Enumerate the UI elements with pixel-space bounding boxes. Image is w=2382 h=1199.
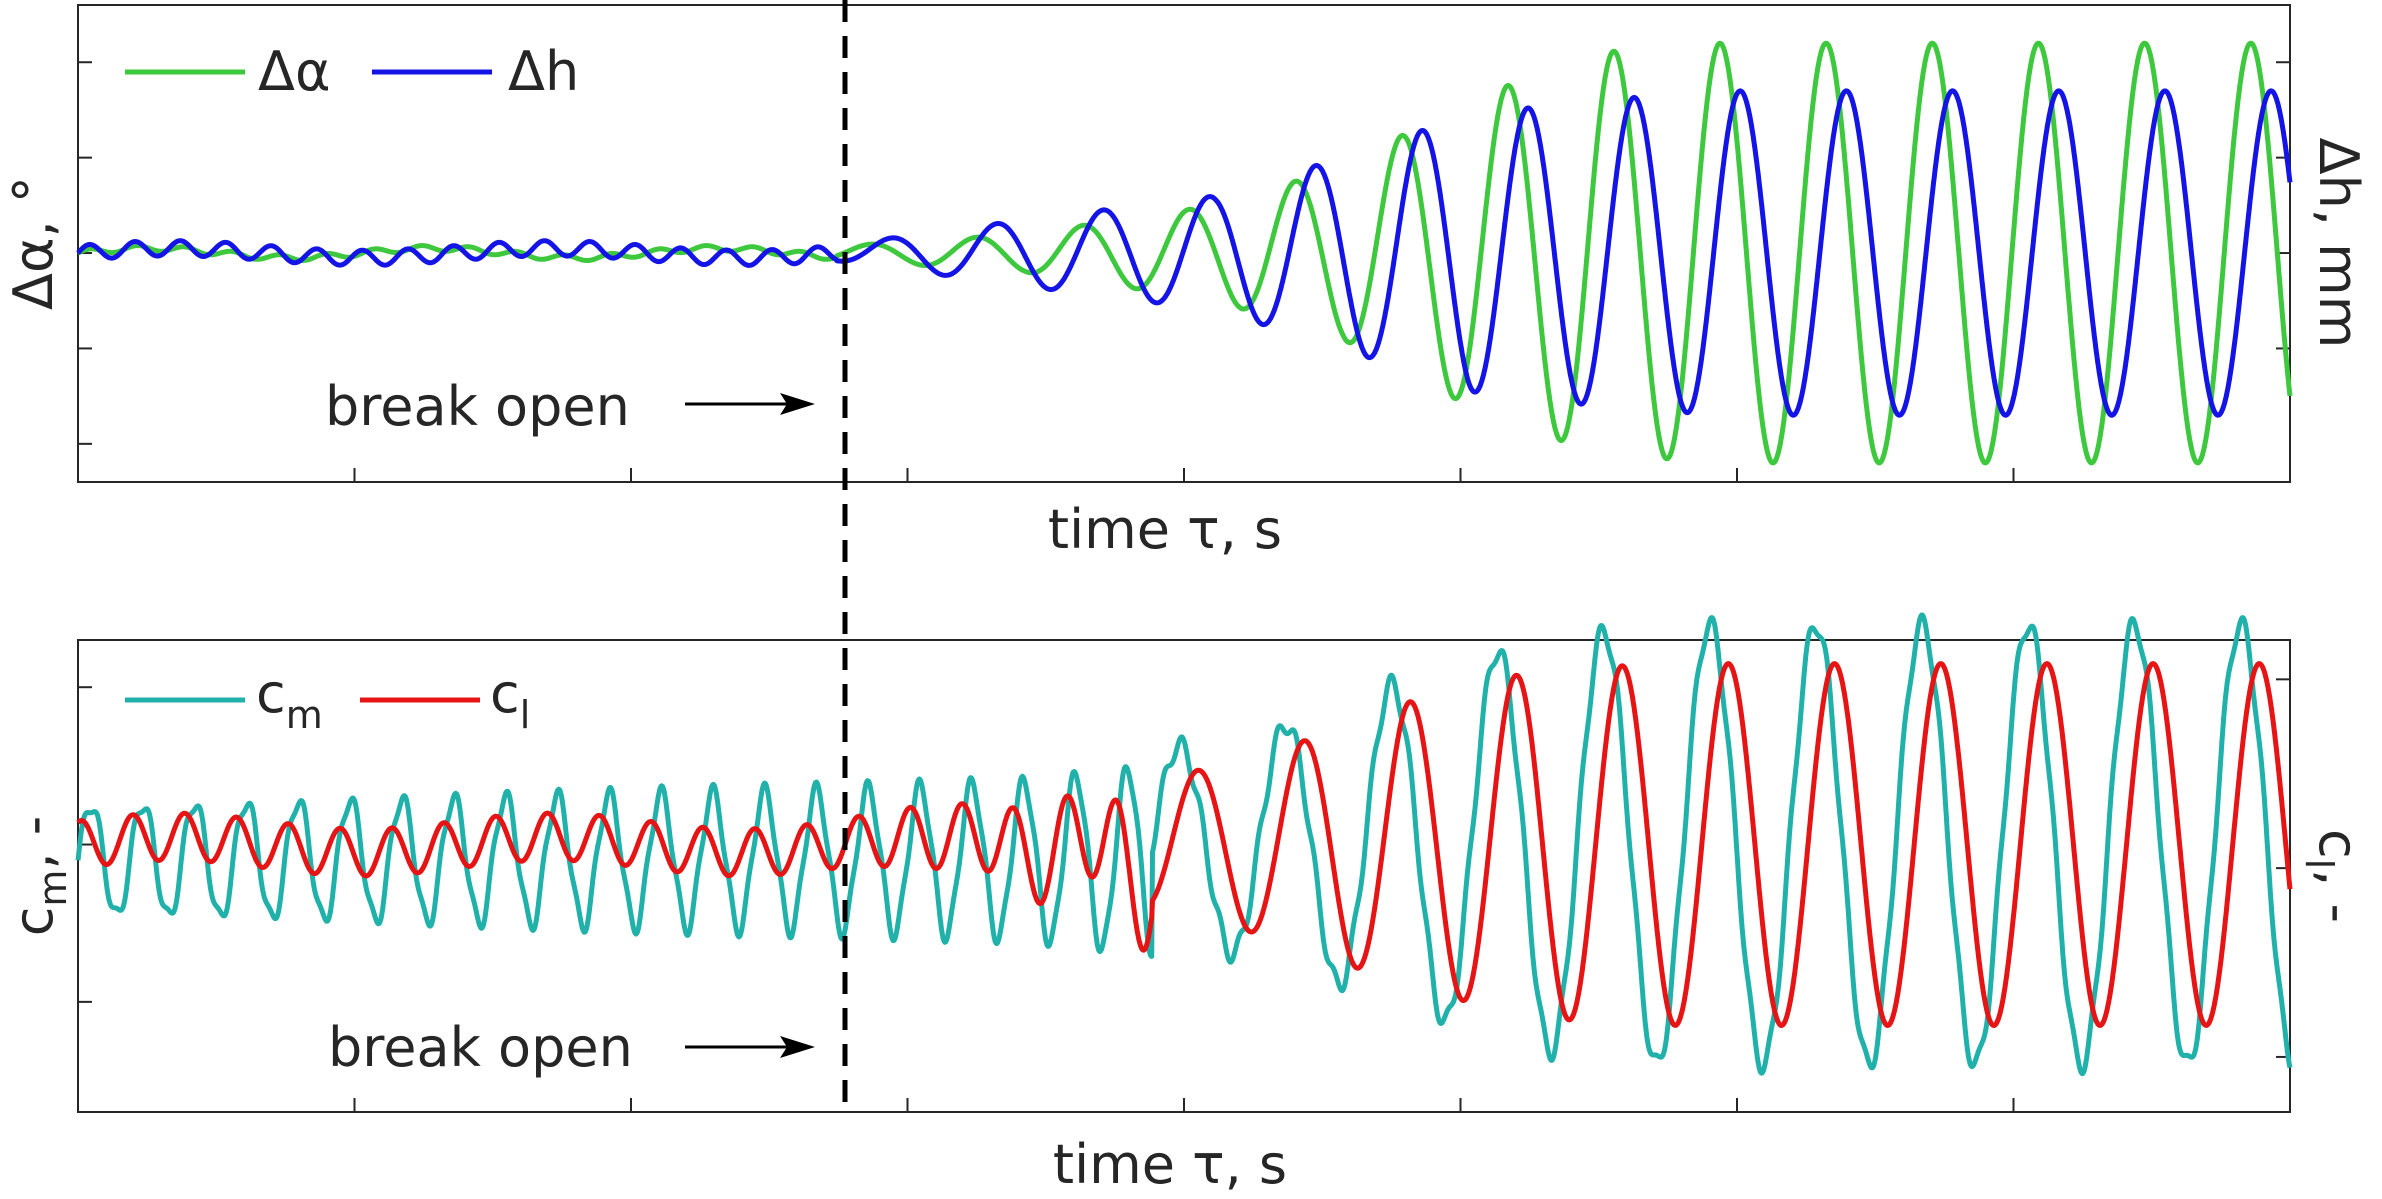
bottom-annotation: break open bbox=[328, 1016, 815, 1079]
top-annotation: break open bbox=[325, 375, 815, 438]
bottom-x-ticks bbox=[77, 1098, 2291, 1112]
annotation-arrow-head-top bbox=[780, 393, 815, 415]
bottom-plot-area bbox=[75, 612, 2293, 1077]
legend-label-delta-h: Δh bbox=[508, 40, 579, 103]
annotation-break-open-top: break open bbox=[325, 375, 630, 438]
series-line-cl bbox=[76, 661, 2293, 1028]
annotation-arrow-head-bottom bbox=[780, 1036, 815, 1058]
series-line-cm bbox=[75, 612, 2293, 1077]
bottom-legend: cm cl bbox=[125, 662, 530, 737]
top-panel: Δα Δh break open time τ, s Δα, ° Δh, mm bbox=[2, 4, 2370, 561]
bottom-right-y-axis-title: cl, - bbox=[2297, 829, 2370, 923]
bottom-panel: cm cl break open time τ, s cm, - cl, - bbox=[2, 612, 2370, 1196]
top-x-axis-title: time τ, s bbox=[1048, 498, 1282, 561]
legend-label-delta-alpha: Δα bbox=[258, 40, 331, 103]
annotation-break-open-bottom: break open bbox=[328, 1016, 633, 1079]
top-plot-area bbox=[76, 40, 2293, 466]
top-left-y-axis-title: Δα, ° bbox=[2, 176, 65, 310]
top-legend: Δα Δh bbox=[125, 40, 579, 103]
legend-label-cm: cm bbox=[256, 662, 323, 737]
legend-label-cl: cl bbox=[490, 662, 530, 737]
series-line-delta-h bbox=[76, 88, 2293, 418]
top-x-ticks bbox=[77, 468, 2291, 482]
top-right-y-axis-title: Δh, mm bbox=[2307, 138, 2370, 349]
bottom-left-y-axis-title: cm, - bbox=[2, 816, 75, 937]
bottom-x-axis-title: time τ, s bbox=[1053, 1133, 1287, 1196]
